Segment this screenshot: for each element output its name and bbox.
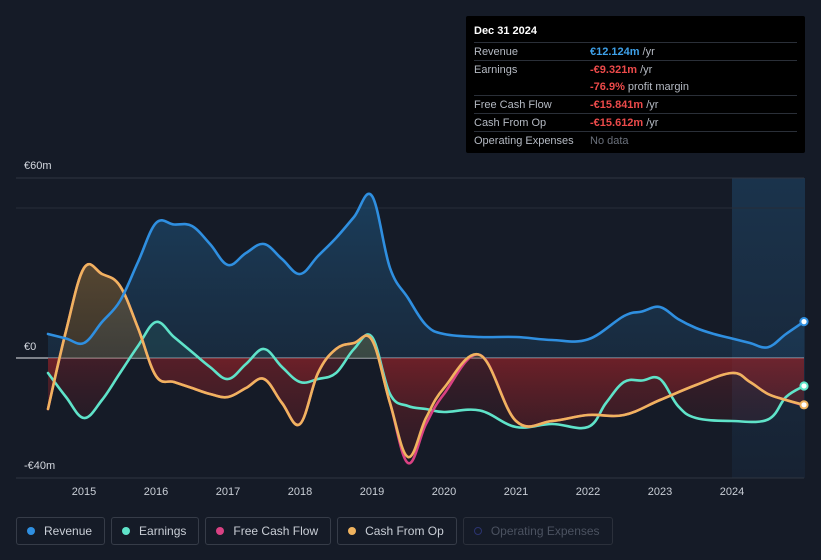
legend-operating-expenses[interactable]: Operating Expenses [462, 517, 613, 545]
tooltip-value: -€15.841m [590, 98, 644, 111]
tooltip-value: No data [590, 134, 629, 147]
legend-label: Cash From Op [365, 524, 444, 538]
legend-dot-icon [216, 527, 225, 535]
tooltip-value: -€9.321m [590, 63, 638, 76]
tooltip-label: Earnings [474, 63, 518, 76]
x-tick-label: 2024 [720, 486, 744, 498]
tooltip-row-revenue: Revenue €12.124m /yr [474, 43, 797, 61]
tooltip-row-cash-from-op: Cash From Op -€15.612m /yr [474, 114, 797, 132]
legend-dot-icon [122, 527, 131, 535]
tooltip-unit: /yr [642, 45, 655, 58]
tooltip-row-earnings: Earnings -€9.321m /yr [474, 61, 797, 78]
legend-earnings[interactable]: Earnings [111, 517, 200, 545]
x-tick-label: 2019 [360, 486, 384, 498]
tooltip-row-profit-margin: -76.9% profit margin [474, 78, 797, 96]
data-tooltip: Dec 31 2024 Revenue €12.124m /yr Earning… [466, 16, 805, 153]
x-tick-label: 2020 [432, 486, 456, 498]
area-layer [48, 193, 804, 458]
legend-label: Earnings [139, 524, 187, 538]
tooltip-row-operating-expenses: Operating Expenses No data [474, 132, 797, 149]
revenue-endpoint [799, 317, 809, 327]
line-layer [46, 192, 809, 465]
y-tick-label: €60m [24, 160, 52, 172]
x-tick-label: 2015 [72, 486, 96, 498]
y-tick-label: -€40m [24, 460, 55, 472]
legend-dot-icon [27, 527, 35, 535]
tooltip-unit: /yr [646, 116, 659, 129]
tooltip-row-free-cash-flow: Free Cash Flow -€15.841m /yr [474, 96, 797, 114]
tooltip-value: -76.9% [590, 80, 625, 93]
x-tick-label: 2017 [216, 486, 240, 498]
cash-from-op-line [46, 262, 806, 459]
cash-from-op-endpoint [799, 400, 809, 410]
x-tick-label: 2016 [144, 486, 168, 498]
cash-from-op-area-positive [48, 264, 804, 358]
tooltip-unit: profit margin [627, 80, 689, 93]
y-tick-label: €0 [24, 341, 36, 353]
earnings-line [46, 320, 806, 430]
tooltip-label: Cash From Op [474, 116, 547, 129]
revenue-line [46, 192, 806, 349]
legend-cash-from-op[interactable]: Cash From Op [337, 517, 457, 545]
legend-dot-icon [348, 527, 357, 535]
tooltip-label: Operating Expenses [474, 134, 574, 147]
tooltip-value: -€15.612m [590, 116, 644, 129]
tooltip-unit: /yr [640, 63, 653, 76]
tooltip-unit: /yr [646, 98, 659, 111]
x-tick-label: 2021 [504, 486, 528, 498]
x-tick-label: 2018 [288, 486, 312, 498]
legend-revenue[interactable]: Revenue [16, 517, 106, 545]
legend-dot-icon [473, 527, 482, 535]
legend-label: Revenue [44, 524, 93, 538]
revenue-area [48, 193, 804, 358]
tooltip-label: Revenue [474, 45, 519, 58]
earnings-endpoint [799, 381, 809, 391]
legend-free-cash-flow[interactable]: Free Cash Flow [205, 517, 332, 545]
chart-legend: Revenue Earnings Free Cash Flow Cash Fro… [16, 517, 613, 545]
tooltip-label: Free Cash Flow [474, 98, 552, 111]
tooltip-value: €12.124m [590, 45, 640, 58]
earnings-area-negative [48, 358, 804, 429]
x-tick-label: 2023 [648, 486, 672, 498]
legend-label: Operating Expenses [490, 524, 600, 538]
legend-label: Free Cash Flow [233, 524, 319, 538]
axis-layer: €60m €0 -€40m 2015 2016 2017 2018 2019 2020 2021 2… [24, 160, 744, 498]
x-tick-label: 2022 [576, 486, 600, 498]
tooltip-date: Dec 31 2024 [474, 24, 797, 43]
